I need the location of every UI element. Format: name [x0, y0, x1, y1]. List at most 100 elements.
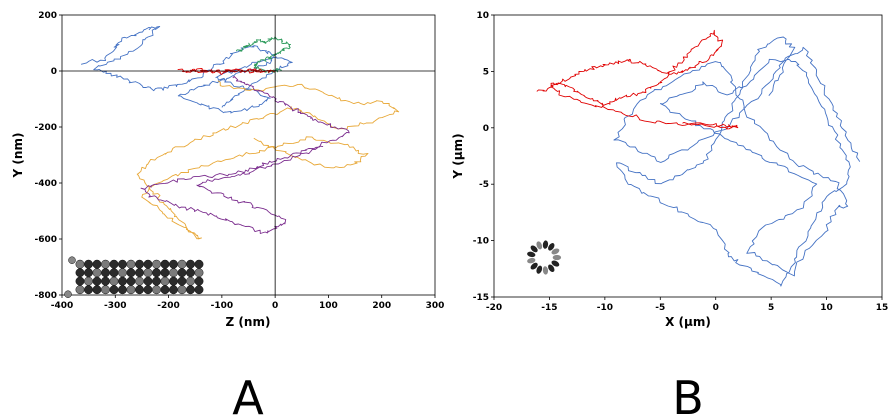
y-tick-label: -10: [473, 237, 489, 247]
chart-panel-a: -400 -300 -200 -100 0 100 200 300 2000-200-400-…: [11, 11, 444, 329]
ring-subunit: [527, 257, 536, 264]
x-tick-label: 0: [272, 301, 278, 311]
microtubule-ring-icon: [527, 240, 562, 275]
lattice-subunit: [152, 276, 161, 286]
series-group-b: [536, 29, 861, 287]
lattice-subunit: [101, 285, 110, 295]
trajectory-series-1: [80, 26, 293, 114]
lattice-subunit: [143, 276, 153, 286]
lattice-subunit: [186, 268, 195, 278]
lattice-subunit: [143, 259, 153, 269]
lattice-subunit: [101, 259, 110, 269]
lattice-subunit: [160, 268, 170, 278]
lattice-subunit: [135, 276, 144, 286]
ring-subunit: [536, 265, 543, 274]
x-tick-label: -5: [655, 303, 665, 313]
ring-subunit: [536, 241, 543, 250]
x-tick-label: 15: [876, 303, 888, 313]
lattice-subunit: [68, 256, 76, 264]
x-ticks-b: -20 -15 -10 -5 0 5 10 15: [486, 297, 888, 313]
lattice-subunit: [118, 276, 127, 286]
lattice-subunit: [194, 285, 204, 295]
trajectory-series-2: [235, 36, 292, 74]
trajectory-series-2: [536, 29, 739, 130]
y-tick-label: 10: [476, 11, 489, 21]
y-tick-label: 0: [483, 124, 489, 134]
ring-subunit: [551, 248, 560, 255]
y-axis-label-b: Y (μm): [451, 133, 465, 179]
ring-subunit: [542, 266, 549, 275]
lattice-subunit: [169, 276, 178, 286]
ring-subunit: [542, 240, 549, 249]
lattice-subunit: [126, 259, 136, 269]
lattice-subunit: [92, 259, 102, 269]
lattice-subunit: [135, 259, 144, 269]
x-tick-label: -100: [211, 301, 234, 311]
x-tick-label: 300: [426, 301, 445, 311]
x-axis-label-b: X (μm): [665, 315, 711, 329]
lattice-subunit: [84, 285, 93, 295]
ring-subunit: [548, 264, 555, 272]
x-tick-label: 100: [319, 301, 338, 311]
y-axis-label-a: Y (nm): [11, 133, 25, 179]
lattice-subunit: [177, 285, 187, 295]
plot-area-b: [493, 14, 883, 298]
y-ticks-b: 10 5 0 -5 -10 -15: [473, 11, 494, 303]
y-tick-label: -800: [34, 291, 57, 301]
lattice-subunit: [126, 268, 136, 278]
lattice-subunit: [143, 268, 153, 278]
lattice-subunit: [177, 276, 187, 286]
lattice-subunit: [186, 285, 195, 295]
y-tick-label: 5: [483, 67, 489, 77]
x-tick-label: -10: [597, 303, 613, 313]
lattice-subunit: [109, 259, 119, 269]
lattice-subunit: [126, 276, 136, 286]
lattice-subunit: [177, 268, 187, 278]
lattice-subunit: [152, 259, 161, 269]
lattice-subunit: [186, 259, 195, 269]
crosshair-a: [62, 15, 435, 295]
ring-subunit: [552, 254, 562, 261]
trajectory-series-3: [136, 80, 400, 240]
x-tick-label: 200: [372, 301, 391, 311]
lattice-subunit: [160, 276, 170, 286]
y-tick-label: 0: [51, 67, 57, 77]
y-tick-label: -200: [34, 123, 57, 133]
lattice-subunit: [84, 268, 93, 278]
ring-subunit: [551, 260, 560, 267]
lattice-subunit: [92, 276, 102, 286]
lattice-subunit: [75, 285, 85, 295]
lattice-subunit: [194, 259, 204, 269]
ring-subunit: [530, 262, 538, 270]
x-tick-label: -300: [104, 301, 127, 311]
lattice-subunit: [152, 285, 161, 295]
trajectory-series-1: [613, 36, 861, 287]
y-tick-label: -5: [479, 180, 489, 190]
lattice-subunit: [84, 259, 93, 269]
lattice-subunit: [135, 285, 144, 295]
x-tick-label: 10: [820, 303, 833, 313]
microtubule-lattice-icon: [64, 256, 204, 298]
x-tick-label: -20: [486, 303, 502, 313]
lattice-subunit: [143, 285, 153, 295]
lattice-subunit: [75, 259, 85, 269]
lattice-subunit: [194, 268, 204, 278]
lattice-subunit: [177, 259, 187, 269]
plot-area-a: [61, 14, 436, 296]
lattice-subunit: [169, 268, 178, 278]
x-tick-label: 0: [713, 303, 719, 313]
lattice-subunit: [75, 276, 85, 286]
x-tick-label: -15: [541, 303, 557, 313]
lattice-subunit: [160, 285, 170, 295]
lattice-subunit: [101, 268, 110, 278]
lattice-subunit: [109, 285, 119, 295]
lattice-subunit: [169, 285, 178, 295]
ring-subunit: [548, 243, 555, 251]
panel-label-a: A: [232, 371, 264, 419]
lattice-subunit: [75, 268, 85, 278]
lattice-subunit: [126, 285, 136, 295]
lattice-subunit: [135, 268, 144, 278]
lattice-subunit: [84, 276, 93, 286]
